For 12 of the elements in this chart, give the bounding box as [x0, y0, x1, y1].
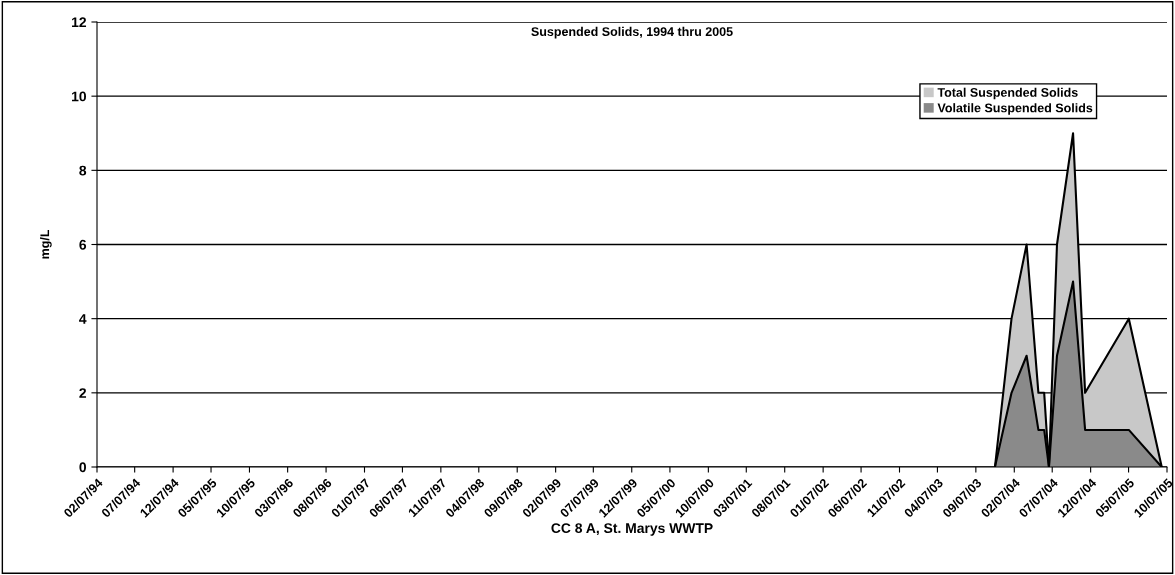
x-axis-title: CC 8 A, St. Marys WWTP: [551, 523, 713, 536]
y-tick-label: 10: [72, 91, 87, 102]
y-tick-label: 8: [79, 165, 87, 176]
y-tick-label: 2: [79, 388, 87, 398]
y-tick-label: 6: [79, 239, 87, 250]
y-tick-label: 12: [72, 17, 87, 28]
legend-label: Volatile Suspended Solids: [937, 103, 1093, 115]
y-axis-title: mg/L: [39, 229, 52, 259]
y-tick-label: 4: [79, 314, 87, 324]
legend-label: Total Suspended Solids: [937, 87, 1078, 100]
chart-title: Suspended Solids, 1994 thru 2005: [531, 26, 733, 39]
y-tick-label: 0: [79, 462, 87, 473]
